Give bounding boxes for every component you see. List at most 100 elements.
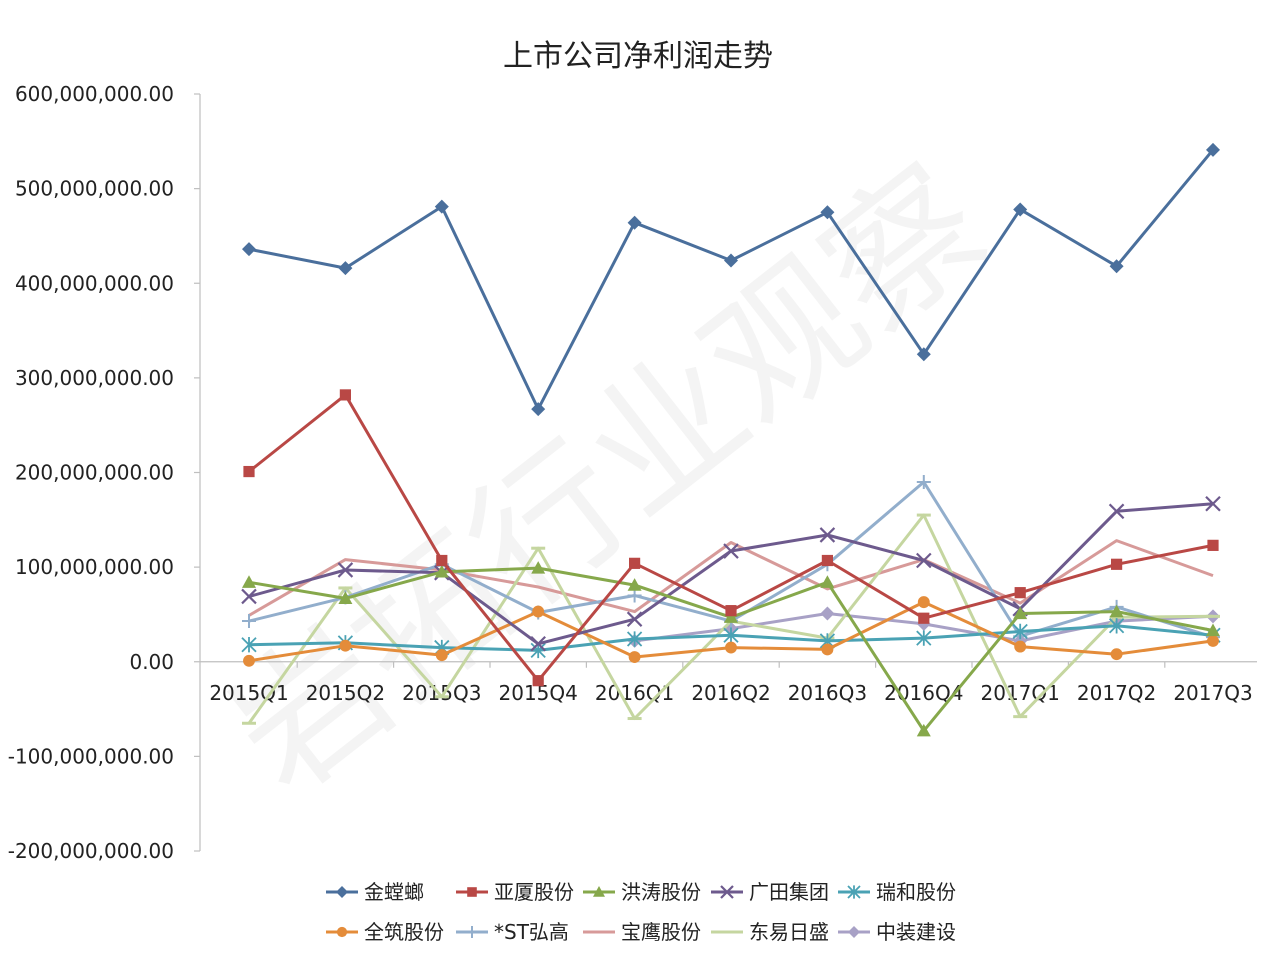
data-point — [628, 651, 641, 663]
x-axis-ticks: 2015Q1 2015Q2 2015Q3 2015Q4 2016Q1 2016Q2 2016… — [209, 661, 1253, 705]
x-tick-label: 2016Q1 — [595, 681, 674, 705]
legend-item: 广田集团 — [711, 880, 829, 904]
series-5 — [243, 596, 1219, 667]
legend-item: 瑞和股份 — [838, 880, 956, 904]
data-point — [1205, 495, 1221, 512]
data-point — [725, 641, 737, 654]
data-point — [435, 649, 448, 662]
data-point — [1206, 623, 1220, 637]
data-point — [918, 612, 930, 624]
legend-item: *ST弘高 — [456, 920, 569, 944]
data-point — [626, 611, 643, 627]
x-tick-label: 2016Q2 — [691, 681, 770, 705]
legend-marker — [720, 885, 734, 899]
data-point — [916, 474, 931, 489]
data-point — [1109, 259, 1124, 274]
data-point — [434, 564, 449, 578]
legend-label: 亚厦股份 — [494, 880, 574, 904]
data-point — [242, 242, 256, 257]
data-point — [1014, 640, 1027, 653]
x-tick-label: 2015Q2 — [306, 681, 385, 705]
data-point — [916, 347, 931, 362]
x-tick-label: 2017Q3 — [1173, 681, 1252, 705]
y-tick-label: 0.00 — [129, 650, 174, 674]
x-tick-label: 2016Q3 — [788, 681, 867, 705]
data-point — [1109, 604, 1124, 618]
legend-marker — [466, 926, 478, 938]
data-point — [1013, 202, 1028, 217]
data-point — [627, 588, 642, 603]
series-4 — [241, 618, 1221, 659]
data-point — [723, 627, 739, 643]
data-point — [916, 723, 931, 737]
y-tick-label: 200,000,000.00 — [15, 461, 174, 485]
y-tick-label: -200,000,000.00 — [8, 839, 174, 863]
legend-item: 中装建设 — [838, 920, 956, 944]
legend-item: 金螳螂 — [326, 880, 424, 904]
data-point — [243, 654, 255, 667]
data-point — [243, 465, 255, 478]
data-point — [1206, 142, 1220, 157]
data-point — [531, 561, 546, 574]
legend-item: 宝鹰股份 — [583, 920, 701, 944]
data-point — [532, 605, 545, 618]
data-point — [1108, 503, 1125, 520]
data-point — [241, 588, 257, 605]
legend-label: 金螳螂 — [364, 880, 424, 904]
legend-item: 东易日盛 — [711, 920, 829, 944]
data-point — [1207, 539, 1219, 551]
x-tick-label: 2017Q2 — [1077, 681, 1156, 705]
legend-marker — [336, 886, 348, 898]
y-tick-label: 600,000,000.00 — [15, 82, 174, 106]
data-point — [819, 527, 836, 543]
legend-label: 洪涛股份 — [621, 880, 701, 904]
data-point — [821, 554, 833, 567]
legend-item: 全筑股份 — [326, 920, 444, 944]
data-point — [531, 402, 546, 417]
data-point — [1012, 623, 1028, 640]
data-point — [530, 635, 546, 652]
data-point — [916, 552, 932, 569]
data-point — [339, 639, 352, 652]
y-tick-label: 100,000,000.00 — [15, 555, 174, 579]
data-point — [917, 596, 930, 609]
series-1 — [243, 389, 1219, 687]
legend-item: 洪涛股份 — [583, 880, 701, 904]
data-point — [337, 562, 354, 578]
data-point — [1014, 587, 1026, 599]
data-point — [1108, 618, 1125, 634]
data-point — [242, 614, 256, 629]
data-point — [338, 261, 353, 276]
data-point — [724, 610, 738, 623]
y-tick-label: -100,000,000.00 — [8, 744, 174, 768]
data-point — [436, 554, 448, 567]
data-point — [532, 675, 544, 687]
data-point — [820, 205, 835, 220]
watermark: 岩拓行业观察 — [200, 134, 1016, 825]
chart-title: 上市公司净利润走势 — [503, 39, 773, 74]
y-tick-label: 500,000,000.00 — [15, 177, 174, 201]
data-point — [1207, 634, 1219, 647]
series-group — [241, 142, 1221, 737]
series-0 — [242, 142, 1220, 417]
x-tick-label: 2017Q1 — [981, 681, 1060, 705]
data-point — [821, 643, 834, 656]
legend-marker — [336, 926, 348, 938]
data-point — [724, 253, 738, 268]
legend-label: 东易日盛 — [749, 920, 829, 944]
watermark-text: 岩拓行业观察 — [200, 134, 1016, 825]
series-2 — [242, 561, 1220, 737]
data-point — [723, 543, 739, 559]
data-point — [1111, 558, 1123, 570]
data-point — [1110, 648, 1123, 661]
data-point — [629, 557, 641, 569]
y-axis-ticks: 600,000,000.00 500,000,000.00 400,000,000.… — [8, 82, 200, 863]
legend-label: *ST弘高 — [494, 920, 569, 944]
data-point — [820, 575, 835, 588]
legend-item: 亚厦股份 — [456, 880, 574, 904]
legend-label: 全筑股份 — [364, 920, 444, 944]
y-tick-label: 400,000,000.00 — [15, 271, 174, 295]
